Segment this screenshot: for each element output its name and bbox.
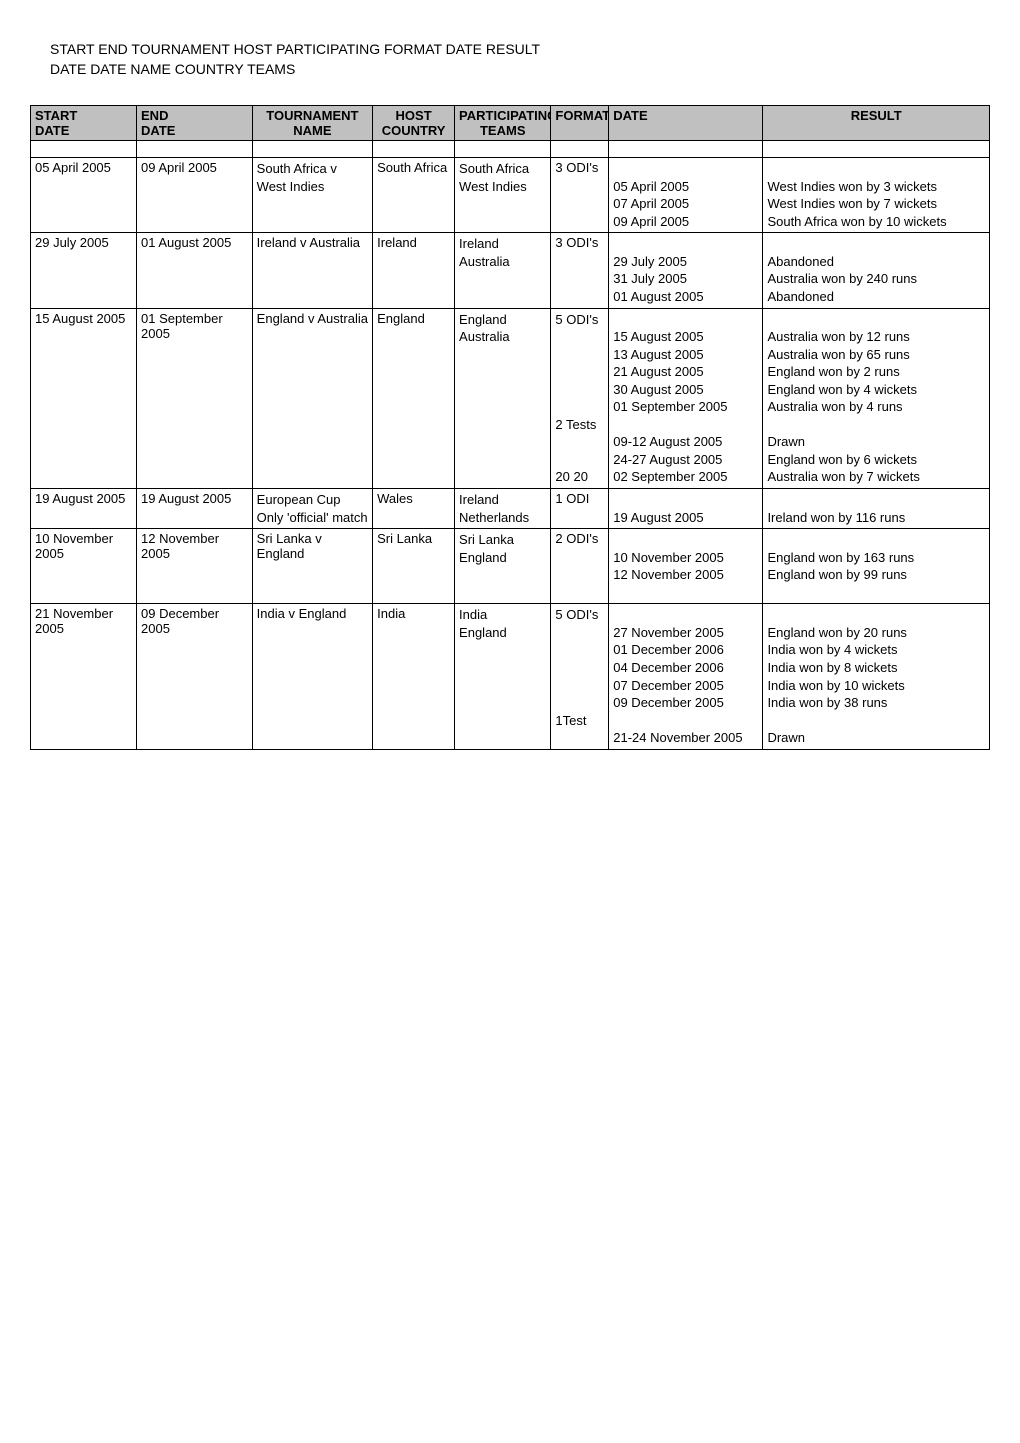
cell-tour: India v England xyxy=(252,604,372,749)
cell-host: South Africa xyxy=(373,158,455,233)
blank-spacer-row xyxy=(31,141,990,158)
cell-format: 3 ODI's xyxy=(551,233,609,308)
cell-tour: England v Australia xyxy=(252,308,372,488)
cell-format: 5 ODI's 2 Tests 20 20 xyxy=(551,308,609,488)
col-start: START DATE xyxy=(31,106,137,141)
cell-start: 15 August 2005 xyxy=(31,308,137,488)
cell-start: 05 April 2005 xyxy=(31,158,137,233)
table-header-row: START DATE END DATE TOURNAMENT NAME HOST… xyxy=(31,106,990,141)
cell-tour: Ireland v Australia xyxy=(252,233,372,308)
header-line-1: START END TOURNAMENT HOST PARTICIPATING … xyxy=(50,40,990,60)
table-row: 19 August 2005 19 August 2005 European C… xyxy=(31,489,990,529)
col-result: RESULT xyxy=(763,106,990,141)
cell-dates: 27 November 2005 01 December 2006 04 Dec… xyxy=(609,604,763,749)
col-tournament: TOURNAMENT NAME xyxy=(252,106,372,141)
cell-dates: 05 April 2005 07 April 2005 09 April 200… xyxy=(609,158,763,233)
cell-dates: 29 July 2005 31 July 2005 01 August 2005 xyxy=(609,233,763,308)
cell-format: 2 ODI's xyxy=(551,529,609,604)
cell-host: Sri Lanka xyxy=(373,529,455,604)
cell-host: Ireland xyxy=(373,233,455,308)
cell-host: India xyxy=(373,604,455,749)
col-format: FORMAT xyxy=(551,106,609,141)
col-date: DATE xyxy=(609,106,763,141)
page-header-text: START END TOURNAMENT HOST PARTICIPATING … xyxy=(50,40,990,79)
cell-part: Sri Lanka England xyxy=(455,529,551,604)
cell-results: Ireland won by 116 runs xyxy=(763,489,990,529)
cell-start: 10 November 2005 xyxy=(31,529,137,604)
cell-tour: South Africa v West Indies xyxy=(252,158,372,233)
cell-format: 1 ODI xyxy=(551,489,609,529)
col-host: HOST COUNTRY xyxy=(373,106,455,141)
cell-end: 01 August 2005 xyxy=(137,233,253,308)
fixtures-table: START DATE END DATE TOURNAMENT NAME HOST… xyxy=(30,105,990,750)
col-participating: PARTICIPATING TEAMS xyxy=(455,106,551,141)
cell-host: England xyxy=(373,308,455,488)
cell-part: Ireland Australia xyxy=(455,233,551,308)
cell-results: England won by 20 runs India won by 4 wi… xyxy=(763,604,990,749)
cell-end: 19 August 2005 xyxy=(137,489,253,529)
table-row: 21 November 2005 09 December 2005 India … xyxy=(31,604,990,749)
table-row: 29 July 2005 01 August 2005 Ireland v Au… xyxy=(31,233,990,308)
cell-end: 09 December 2005 xyxy=(137,604,253,749)
cell-part: Ireland Netherlands xyxy=(455,489,551,529)
table-row: 10 November 2005 12 November 2005 Sri La… xyxy=(31,529,990,604)
cell-results: Abandoned Australia won by 240 runs Aban… xyxy=(763,233,990,308)
table-row: 05 April 2005 09 April 2005 South Africa… xyxy=(31,158,990,233)
cell-part: India England xyxy=(455,604,551,749)
cell-dates: 15 August 2005 13 August 2005 21 August … xyxy=(609,308,763,488)
cell-dates: 10 November 2005 12 November 2005 xyxy=(609,529,763,604)
cell-part: England Australia xyxy=(455,308,551,488)
col-end: END DATE xyxy=(137,106,253,141)
cell-tour: European Cup Only 'official' match xyxy=(252,489,372,529)
cell-dates: 19 August 2005 xyxy=(609,489,763,529)
cell-format: 5 ODI's 1Test xyxy=(551,604,609,749)
cell-tour: Sri Lanka v England xyxy=(252,529,372,604)
cell-start: 29 July 2005 xyxy=(31,233,137,308)
cell-start: 19 August 2005 xyxy=(31,489,137,529)
cell-end: 01 September 2005 xyxy=(137,308,253,488)
cell-end: 12 November 2005 xyxy=(137,529,253,604)
cell-start: 21 November 2005 xyxy=(31,604,137,749)
cell-format: 3 ODI's xyxy=(551,158,609,233)
cell-end: 09 April 2005 xyxy=(137,158,253,233)
header-line-2: DATE DATE NAME COUNTRY TEAMS xyxy=(50,60,990,80)
cell-results: Australia won by 12 runs Australia won b… xyxy=(763,308,990,488)
cell-host: Wales xyxy=(373,489,455,529)
cell-results: West Indies won by 3 wickets West Indies… xyxy=(763,158,990,233)
cell-results: England won by 163 runs England won by 9… xyxy=(763,529,990,604)
table-row: 15 August 2005 01 September 2005 England… xyxy=(31,308,990,488)
cell-part: South Africa West Indies xyxy=(455,158,551,233)
